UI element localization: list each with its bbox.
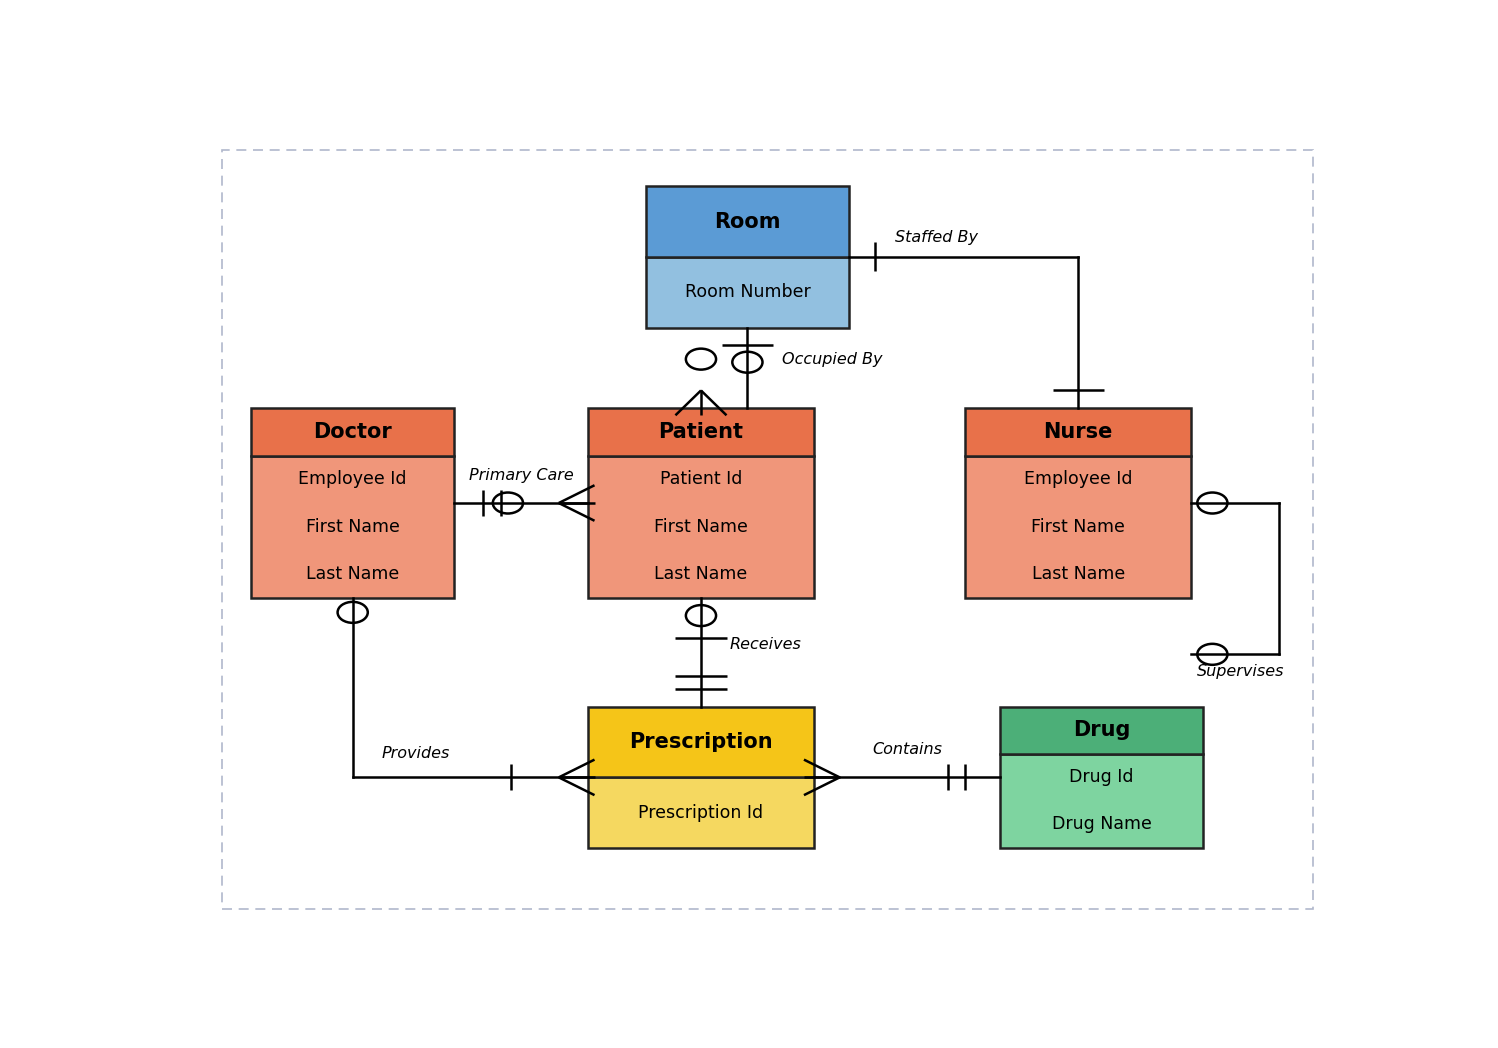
Text: Room Number: Room Number bbox=[685, 283, 810, 301]
Text: Last Name: Last Name bbox=[655, 565, 748, 583]
Text: Employee Id: Employee Id bbox=[298, 471, 407, 488]
Text: Staffed By: Staffed By bbox=[896, 230, 978, 245]
FancyBboxPatch shape bbox=[587, 778, 815, 848]
Text: Drug Id: Drug Id bbox=[1070, 768, 1134, 786]
FancyBboxPatch shape bbox=[646, 187, 849, 257]
Text: Contains: Contains bbox=[872, 742, 942, 758]
FancyBboxPatch shape bbox=[1001, 706, 1203, 754]
FancyBboxPatch shape bbox=[965, 456, 1191, 597]
Text: Employee Id: Employee Id bbox=[1025, 471, 1132, 488]
Text: Primary Care: Primary Care bbox=[469, 467, 574, 483]
Text: Supervises: Supervises bbox=[1197, 664, 1284, 679]
Text: Provides: Provides bbox=[382, 746, 449, 761]
Text: Nurse: Nurse bbox=[1044, 422, 1113, 442]
Text: Occupied By: Occupied By bbox=[782, 352, 882, 367]
FancyBboxPatch shape bbox=[252, 409, 454, 456]
FancyBboxPatch shape bbox=[252, 456, 454, 597]
Text: Room: Room bbox=[715, 212, 780, 232]
Text: First Name: First Name bbox=[655, 518, 748, 536]
FancyBboxPatch shape bbox=[646, 257, 849, 327]
Text: Drug Name: Drug Name bbox=[1052, 815, 1152, 833]
FancyBboxPatch shape bbox=[587, 456, 815, 597]
Text: Last Name: Last Name bbox=[306, 565, 400, 583]
FancyBboxPatch shape bbox=[587, 409, 815, 456]
Text: Receives: Receives bbox=[730, 637, 801, 652]
FancyBboxPatch shape bbox=[587, 706, 815, 778]
Text: Patient: Patient bbox=[659, 422, 743, 442]
FancyBboxPatch shape bbox=[1001, 754, 1203, 848]
Text: Patient Id: Patient Id bbox=[659, 471, 742, 488]
Text: Prescription Id: Prescription Id bbox=[638, 804, 764, 822]
Text: Doctor: Doctor bbox=[313, 422, 392, 442]
Text: Last Name: Last Name bbox=[1032, 565, 1125, 583]
Text: First Name: First Name bbox=[1031, 518, 1125, 536]
Text: Prescription: Prescription bbox=[629, 733, 773, 752]
FancyBboxPatch shape bbox=[965, 409, 1191, 456]
Text: Drug: Drug bbox=[1073, 720, 1129, 740]
Text: First Name: First Name bbox=[306, 518, 400, 536]
